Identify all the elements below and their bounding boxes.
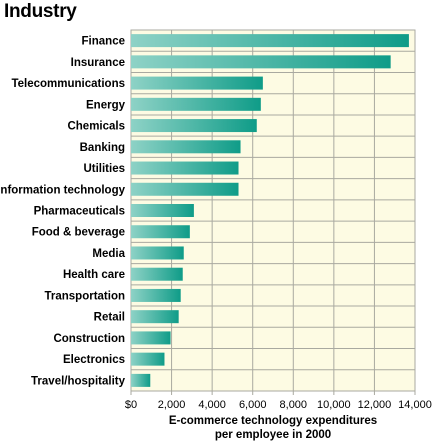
chart-title: Industry — [4, 1, 77, 22]
category-label: Pharmaceuticals — [34, 206, 125, 218]
bar-insurance — [131, 55, 391, 69]
gridlines — [130, 29, 416, 395]
category-label: Travel/hospitality — [31, 375, 126, 387]
x-tick-label: 4,000 — [198, 399, 226, 411]
category-label: Information technology — [0, 184, 126, 196]
category-label: Media — [92, 248, 125, 260]
bar-pharmaceuticals — [131, 204, 194, 217]
x-tick-label: 14,000 — [398, 399, 432, 411]
bar-information-technology — [131, 182, 239, 196]
bar-energy — [131, 97, 261, 111]
x-tick-label: 10,000 — [317, 399, 351, 411]
x-tick-label: 12,000 — [358, 399, 392, 411]
bars — [131, 34, 409, 387]
x-tick-label: 8,000 — [280, 399, 308, 411]
x-axis-title-line-2: per employee in 2000 — [215, 429, 331, 441]
bar-retail — [131, 310, 179, 324]
category-label: Insurance — [71, 57, 125, 69]
category-label: Health care — [63, 269, 125, 281]
x-axis-ticks: $0 2,000 4,000 6,000 8,000 10,000 12,000 14,000 — [125, 399, 432, 411]
x-tick-label: 2,000 — [158, 399, 186, 411]
category-label: Energy — [86, 99, 126, 111]
x-tick-label: 6,000 — [239, 399, 267, 411]
bar-travel-hospitality — [131, 373, 151, 387]
bar-electronics — [131, 352, 165, 366]
bar-food-beverage — [131, 225, 190, 239]
category-label: Utilities — [83, 163, 125, 175]
bar-construction — [131, 331, 171, 345]
category-label: Telecommunications — [11, 78, 125, 90]
category-label: Transportation — [44, 290, 125, 302]
bar-banking — [131, 140, 241, 154]
category-labels: Finance Insurance Telecommunications Energy… — [0, 36, 126, 388]
x-tick-label: $0 — [125, 399, 137, 411]
bar-chemicals — [131, 119, 257, 133]
category-label: Electronics — [63, 354, 125, 366]
bar-media — [131, 246, 184, 260]
bar-utilities — [131, 161, 239, 175]
category-label: Finance — [82, 36, 125, 48]
category-label: Retail — [94, 312, 125, 324]
category-label: Banking — [80, 142, 125, 154]
category-label: Food & beverage — [32, 227, 125, 239]
bar-transportation — [131, 288, 181, 302]
bar-finance — [131, 34, 409, 48]
category-label: Chemicals — [67, 121, 125, 133]
category-label: Construction — [53, 333, 125, 345]
bar-telecommunications — [131, 76, 263, 90]
bar-health-care — [131, 267, 183, 281]
x-axis-title-line-1: E-commerce technology expenditures — [169, 415, 377, 427]
